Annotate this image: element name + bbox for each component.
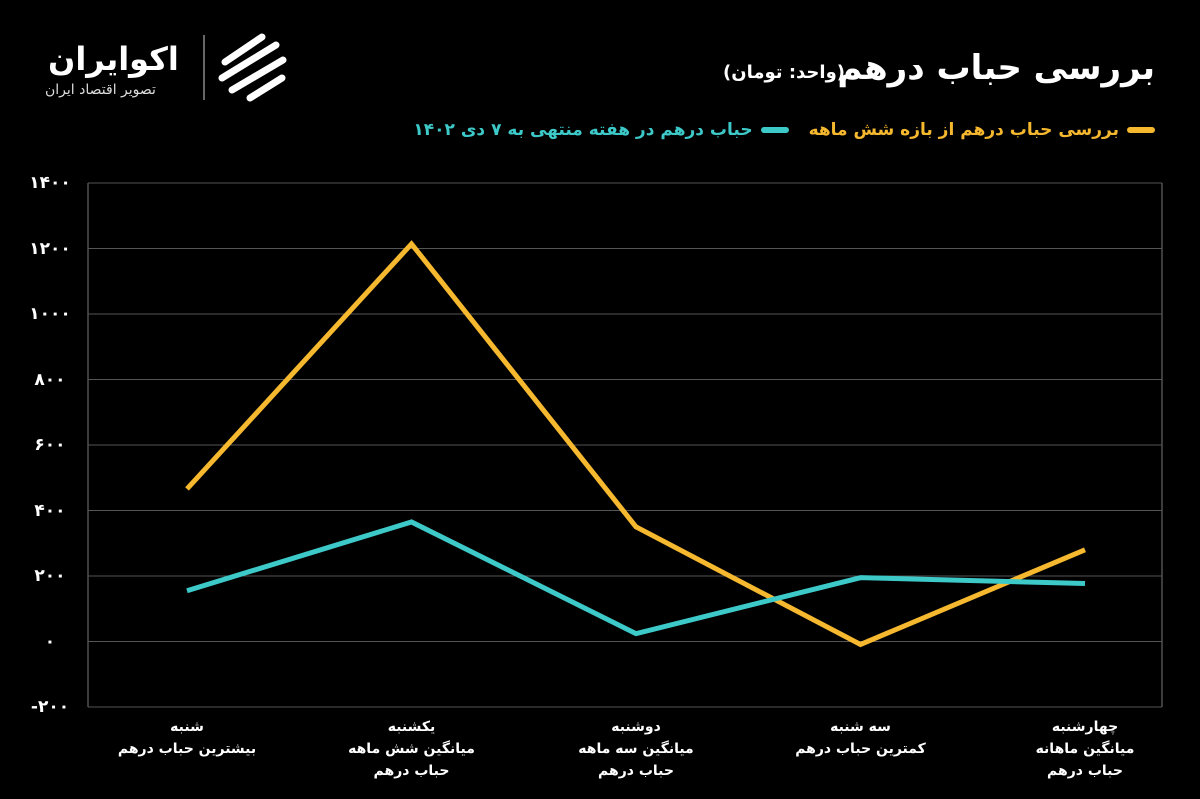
series-line xyxy=(185,240,1086,648)
legend-label: حباب درهم در هفته منتهی به ۷ دی ۱۴۰۲ xyxy=(413,120,753,140)
y-tick-label: -۲۰۰ xyxy=(30,697,70,717)
logo-mark xyxy=(218,33,287,102)
x-tick-label: سه شنبه کمترین حباب درهم xyxy=(795,719,926,757)
y-tick-label: ۶۰۰ xyxy=(34,435,66,455)
y-tick-label: ۱۰۰۰ xyxy=(29,304,71,324)
y-tick-label: ۱۲۰۰ xyxy=(29,238,71,259)
logo-tagline: تصویر اقتصاد ایران xyxy=(45,82,156,98)
chart-subtitle: (واحد: تومان) xyxy=(723,62,845,83)
x-tick-label: یکشنبه میانگین شش ماهه حباب درهم xyxy=(348,719,475,779)
legend-label: بررسی حباب درهم از بازه شش ماهه xyxy=(808,120,1119,140)
legend-item: حباب درهم در هفته منتهی به ۷ دی ۱۴۰۲ xyxy=(413,120,789,140)
y-tick-label: ۱۴۰۰ xyxy=(29,173,71,193)
x-tick-label: چهارشنبه میانگین ماهانه حباب درهم xyxy=(1035,719,1135,779)
y-tick-label: ۰ xyxy=(44,631,56,652)
y-tick-label: ۲۰۰ xyxy=(34,566,66,586)
y-tick-label: ۸۰۰ xyxy=(34,369,66,390)
logo-name: اکوایران xyxy=(48,40,179,78)
legend-swatch xyxy=(1127,127,1155,133)
legend: بررسی حباب درهم از بازه شش ماهه حباب درهم… xyxy=(413,120,1155,140)
series-line xyxy=(186,519,1086,637)
chart-title: بررسی حباب درهم xyxy=(837,48,1155,88)
x-tick-label: شنبه بیشترین حباب درهم xyxy=(117,719,257,757)
legend-swatch xyxy=(760,127,789,133)
x-tick-label: دوشنبه میانگین سه ماهه حباب درهم xyxy=(578,719,694,779)
legend-item: بررسی حباب درهم از بازه شش ماهه xyxy=(809,120,1155,140)
y-tick-label: ۴۰۰ xyxy=(34,500,66,521)
